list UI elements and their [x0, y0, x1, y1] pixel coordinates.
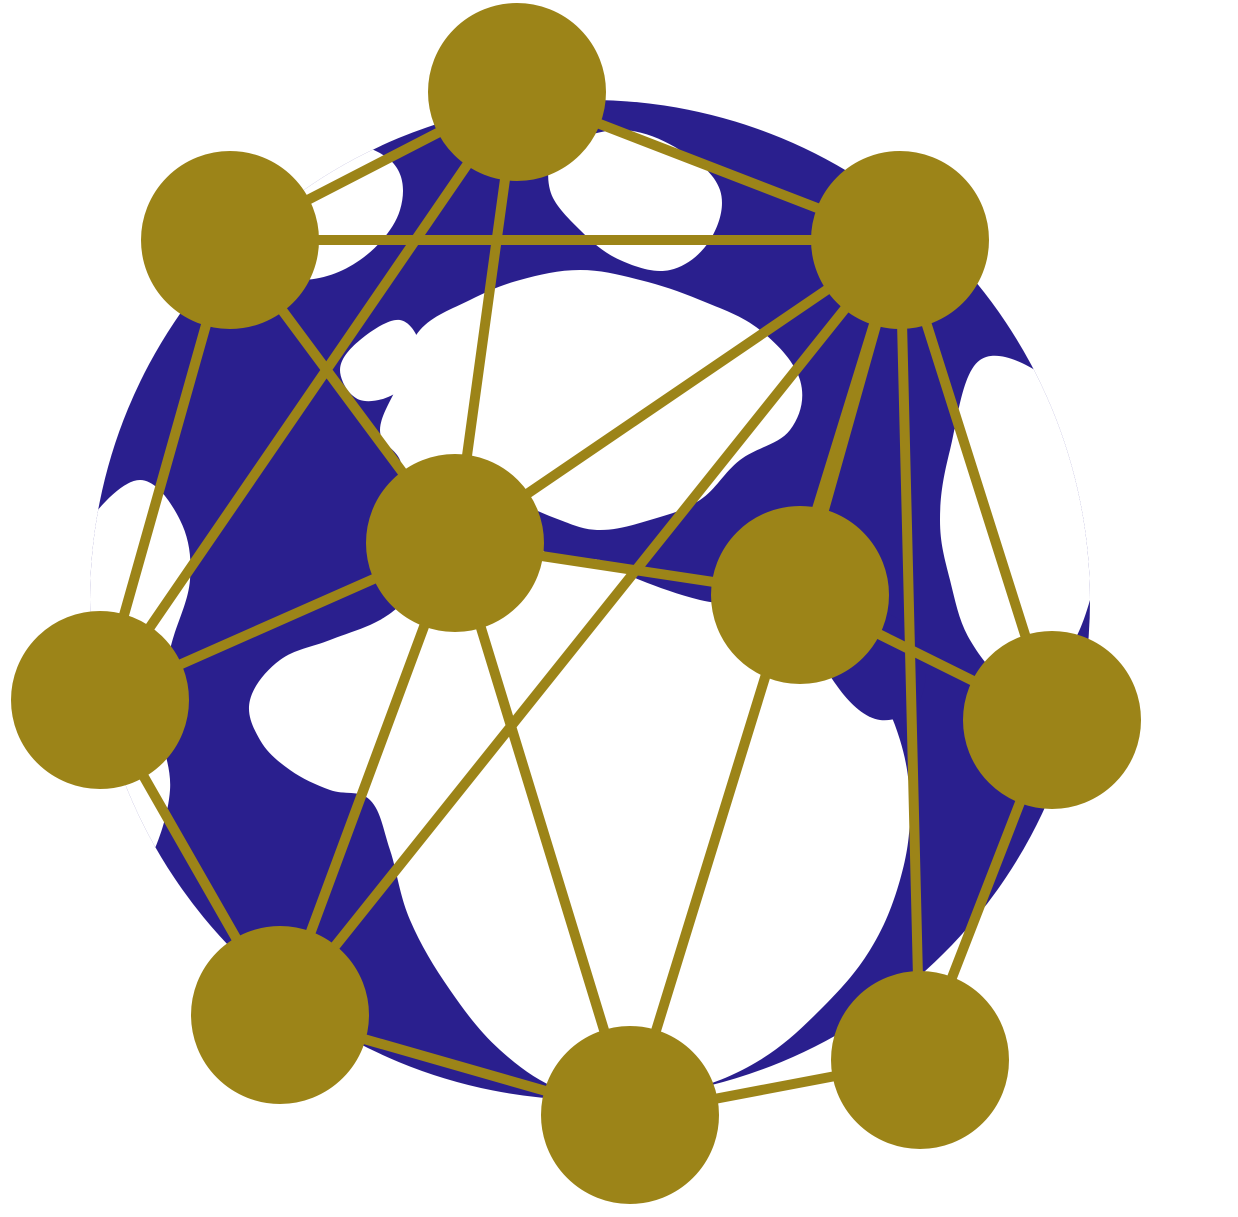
diagram-svg — [0, 0, 1238, 1217]
network-node — [542, 1027, 718, 1203]
network-node — [429, 4, 605, 180]
network-node — [832, 972, 1008, 1148]
network-node — [12, 612, 188, 788]
network-node — [192, 927, 368, 1103]
network-node — [812, 152, 988, 328]
network-node — [142, 152, 318, 328]
network-node — [367, 455, 543, 631]
network-node — [712, 507, 888, 683]
network-node — [964, 632, 1140, 808]
globe-network-diagram — [0, 0, 1238, 1217]
